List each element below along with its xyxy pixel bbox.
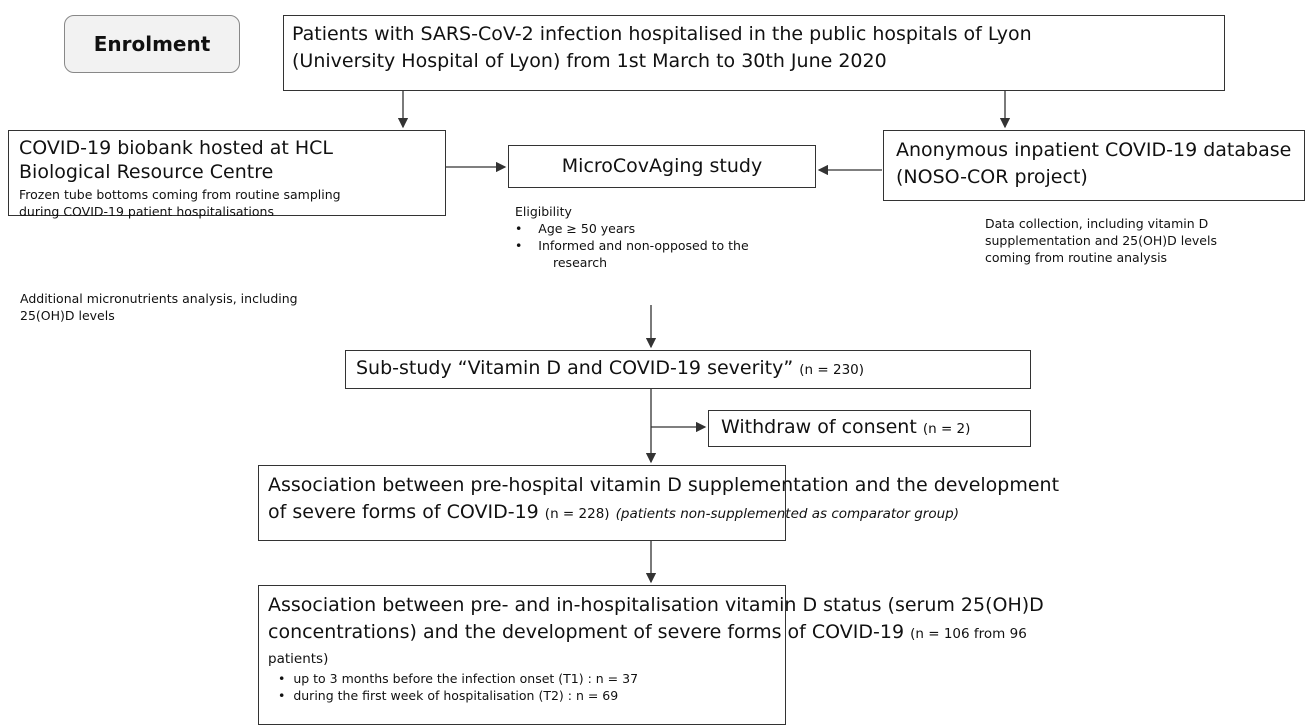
text: COVID-19 biobank hosted at HCL (19, 137, 334, 159)
text: Age ≥ 50 years (538, 221, 636, 236)
withdraw-box: Withdraw of consent (n = 2) (708, 410, 1031, 447)
text: Eligibility (515, 204, 572, 219)
text: patients) (268, 651, 329, 667)
text: during the first week of hospitalisation… (293, 688, 619, 703)
text: Association between pre- and in-hospital… (268, 594, 1044, 616)
text: of severe forms of COVID-19 (268, 501, 539, 523)
substudy-box: Sub-study “Vitamin D and COVID-19 severi… (345, 350, 1031, 389)
database-note: Data collection, including vitamin D sup… (985, 215, 1217, 266)
text: 25(OH)D levels (20, 308, 115, 323)
text: during COVID-19 patient hospitalisations (19, 204, 274, 219)
text: (n = 230) (799, 362, 865, 378)
text: (NOSO-COR project) (896, 166, 1088, 188)
bullet: • during the first week of hospitalisati… (278, 688, 619, 703)
source-box: Patients with SARS-CoV-2 infection hospi… (283, 15, 1225, 91)
text: (n = 106 from 96 (910, 626, 1027, 642)
database-box: Anonymous inpatient COVID-19 database (N… (883, 130, 1305, 201)
text: Association between pre-hospital vitamin… (268, 474, 1060, 496)
text: research (553, 255, 608, 270)
text: Data collection, including vitamin D (985, 216, 1209, 231)
text: (n = 228) (544, 506, 610, 522)
text: (patients non-supplemented as comparator… (615, 506, 960, 522)
text: supplementation and 25(OH)D levels (985, 233, 1217, 248)
text: Informed and non-opposed to the (538, 238, 749, 253)
text: (n = 2) (922, 421, 971, 437)
text: concentrations) and the development of s… (268, 621, 905, 643)
enrolment-label: Enrolment (93, 32, 211, 56)
eligibility: Eligibility • Age ≥ 50 years • Informed … (515, 203, 749, 271)
study-box: MicroCovAging study (508, 145, 816, 188)
text: coming from routine analysis (985, 250, 1168, 265)
enrolment-box: Enrolment (64, 15, 240, 73)
text: Frozen tube bottoms coming from routine … (19, 187, 341, 202)
association2-box: Association between pre- and in-hospital… (258, 585, 1044, 725)
text: Sub-study “Vitamin D and COVID-19 severi… (356, 357, 794, 379)
text: Anonymous inpatient COVID-19 database (896, 139, 1292, 161)
text: Biological Resource Centre (19, 161, 274, 183)
association1-box: Association between pre-hospital vitamin… (258, 465, 1060, 541)
bullet: • up to 3 months before the infection on… (278, 671, 639, 686)
biobank-box: COVID-19 biobank hosted at HCL Biologica… (8, 130, 446, 219)
text: Patients with SARS-CoV-2 infection hospi… (292, 23, 1032, 45)
text: Withdraw of consent (721, 416, 917, 438)
text: up to 3 months before the infection onse… (293, 671, 639, 686)
text: Additional micronutrients analysis, incl… (20, 291, 298, 306)
biobank-note: Additional micronutrients analysis, incl… (20, 290, 298, 324)
text: MicroCovAging study (561, 155, 763, 177)
bullet: • Age ≥ 50 years (515, 221, 636, 236)
bullet: • Informed and non-opposed to the (515, 238, 749, 253)
text: (University Hospital of Lyon) from 1st M… (292, 50, 887, 72)
